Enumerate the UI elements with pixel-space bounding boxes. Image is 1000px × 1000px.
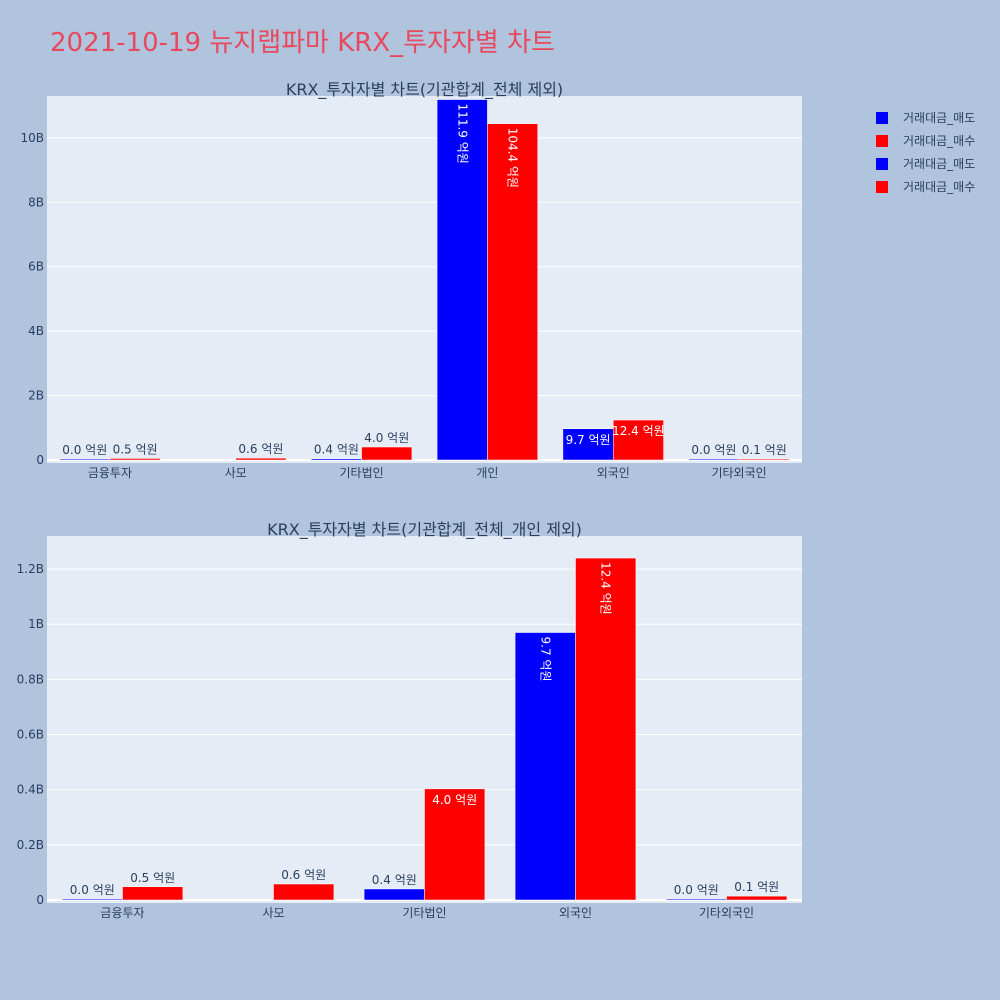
bar-buy (424, 788, 486, 901)
data-label: 0.5 억원 (130, 871, 175, 885)
x-tick-label: 기타법인 (402, 906, 446, 920)
x-tick-label: 개인 (476, 466, 498, 480)
bar-buy (122, 886, 184, 901)
data-label: 111.9 억원 (455, 104, 469, 164)
legend-swatch-icon (876, 180, 888, 193)
bar-sell (665, 898, 727, 901)
chart-bottom: 0 0.2B 0.4B 0.6B 0.8B 1B 1.2B KRX_투자자별 차트(기관합계_… (17, 520, 802, 920)
bar-buy (575, 557, 637, 901)
plot-area (47, 96, 802, 463)
bar-buy (487, 123, 538, 461)
chart-top: 0 2B 4B 6B 8B 10B KRX_투자자별 차트(기관합계_전체 제외) 금융투자 0… (20, 80, 802, 480)
chart-title: KRX_투자자별 차트(기관합계_전체 제외) (286, 80, 563, 100)
bar-buy (361, 446, 413, 461)
legend-label: 거래대금_매도 (903, 157, 976, 171)
chart-title: KRX_투자자별 차트(기관합계_전체_개인 제외) (267, 520, 582, 540)
x-tick-label: 기타외국인 (699, 906, 754, 920)
data-label: 0.4 억원 (372, 873, 417, 887)
y-tick-label: 4B (28, 324, 44, 338)
bar-sell (688, 458, 740, 461)
data-label: 104.4 억원 (506, 128, 520, 188)
data-label: 0.0 억원 (691, 443, 736, 457)
y-tick-label: 2B (28, 389, 44, 403)
y-tick-label: 6B (28, 260, 44, 274)
y-tick-label: 0 (36, 893, 44, 907)
y-tick-label: 0.8B (17, 672, 44, 686)
bar-buy (726, 895, 788, 901)
y-tick-label: 1.2B (17, 562, 44, 576)
legend-label: 거래대금_매수 (903, 134, 976, 148)
data-label: 0.0 억원 (62, 443, 107, 457)
data-label: 12.4 억원 (612, 424, 665, 438)
legend-item-buy-1[interactable]: 거래대금_매수 (876, 129, 975, 152)
x-tick-label: 기타외국인 (711, 466, 766, 480)
data-label: 12.4 억원 (599, 562, 613, 615)
data-label: 4.0 억원 (364, 431, 409, 445)
legend-swatch-icon (876, 157, 888, 170)
y-tick-label: 10B (20, 131, 44, 145)
data-label: 0.0 억원 (674, 883, 719, 897)
legend-item-sell-1[interactable]: 거래대금_매도 (876, 106, 975, 129)
data-label: 9.7 억원 (566, 433, 611, 447)
legend-label: 거래대금_매수 (903, 180, 976, 194)
legend-label: 거래대금_매도 (903, 111, 976, 125)
bar-sell (61, 898, 123, 901)
x-tick-label: 금융투자 (88, 466, 132, 480)
data-label: 0.1 억원 (734, 880, 779, 894)
x-tick-label: 외국인 (597, 466, 630, 480)
data-label: 4.0 억원 (432, 793, 477, 807)
y-tick-label: 1B (28, 617, 44, 631)
bar-sell (363, 888, 425, 901)
bar-sell (514, 632, 576, 901)
x-tick-label: 사모 (262, 906, 284, 920)
y-tick-label: 0.4B (17, 783, 44, 797)
bar-buy (738, 458, 790, 461)
legend: 거래대금_매도 거래대금_매수 거래대금_매도 거래대금_매수 (876, 106, 975, 198)
bar-sell (562, 428, 614, 461)
bar-sell (311, 458, 362, 461)
x-tick-label: 기타법인 (339, 466, 383, 480)
bar-buy (235, 457, 287, 461)
data-label: 9.7 억원 (538, 637, 552, 682)
data-label: 0.6 억원 (281, 868, 326, 882)
y-tick-label: 0.2B (17, 838, 44, 852)
legend-swatch-icon (876, 111, 888, 124)
data-label: 0.4 억원 (314, 443, 359, 457)
y-tick-label: 0.6B (17, 728, 44, 742)
legend-swatch-icon (876, 134, 888, 147)
x-tick-label: 사모 (225, 466, 247, 480)
data-label: 0.5 억원 (113, 442, 158, 456)
bar-buy (109, 458, 161, 461)
x-tick-label: 금융투자 (100, 906, 144, 920)
legend-item-sell-2[interactable]: 거래대금_매도 (876, 152, 975, 175)
y-tick-label: 0 (36, 453, 44, 467)
data-label: 0.1 억원 (742, 443, 787, 457)
page-title: 2021-10-19 뉴지랩파마 KRX_투자자별 차트 (50, 28, 555, 58)
bar-buy (613, 419, 664, 461)
x-tick-label: 외국인 (559, 906, 592, 920)
data-label: 0.0 억원 (70, 883, 115, 897)
bar-sell (59, 458, 111, 461)
bar-buy (273, 883, 335, 901)
y-tick-label: 8B (28, 195, 44, 209)
data-label: 0.6 억원 (238, 442, 283, 456)
legend-item-buy-2[interactable]: 거래대금_매수 (876, 175, 975, 198)
